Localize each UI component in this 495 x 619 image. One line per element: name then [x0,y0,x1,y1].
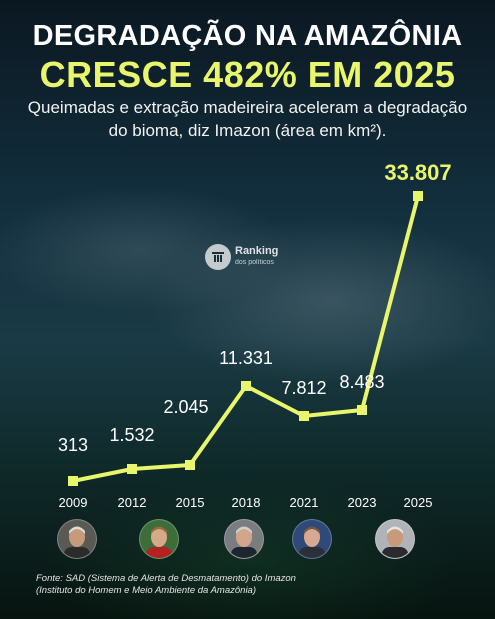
data-point [68,476,78,486]
dilma-portrait-icon [139,519,179,559]
data-point [185,460,195,470]
x-tick-label: 2021 [290,495,319,510]
x-tick-label: 2015 [176,495,205,510]
data-label: 7.812 [281,378,326,398]
headline-line-2: CRESCE 482% EM 2025 [39,54,456,95]
x-tick-label: 2023 [348,495,377,510]
source-line-1: Fonte: SAD (Sistema de Alerta de Desmata… [36,573,296,584]
president-portraits [0,519,495,559]
logo-tagline: dos políticos [235,259,274,266]
data-point [127,464,137,474]
bolsonaro-portrait-icon [292,519,332,559]
data-label: 1.532 [109,425,154,445]
ranking-logo-icon [205,244,231,270]
x-tick-label: 2009 [59,495,88,510]
x-tick-label: 2025 [404,495,433,510]
data-label: 2.045 [163,397,208,417]
lula-portrait-icon [57,519,97,559]
temer-portrait-icon [224,519,264,559]
source-line-2: (Instituto do Homem e Meio Ambiente da A… [36,585,257,596]
x-tick-label: 2012 [118,495,147,510]
headline-line-1: DEGRADAÇÃO NA AMAZÔNIA [32,20,463,52]
data-point [241,381,251,391]
data-label: 11.331 [219,348,273,368]
lula-portrait-icon [375,519,415,559]
data-label: 313 [58,435,88,455]
source-note: Fonte: SAD (Sistema de Alerta de Desmata… [36,573,296,597]
data-point [357,405,367,415]
data-label: 33.807 [384,160,451,185]
data-label: 8.483 [339,372,384,392]
data-point [299,411,309,421]
ranking-logo: Ranking dos políticos [205,244,278,270]
logo-name: Ranking [235,245,279,257]
data-point [413,191,423,201]
subtitle: Queimadas e extração madeireira aceleram… [27,98,468,140]
x-tick-label: 2018 [232,495,261,510]
